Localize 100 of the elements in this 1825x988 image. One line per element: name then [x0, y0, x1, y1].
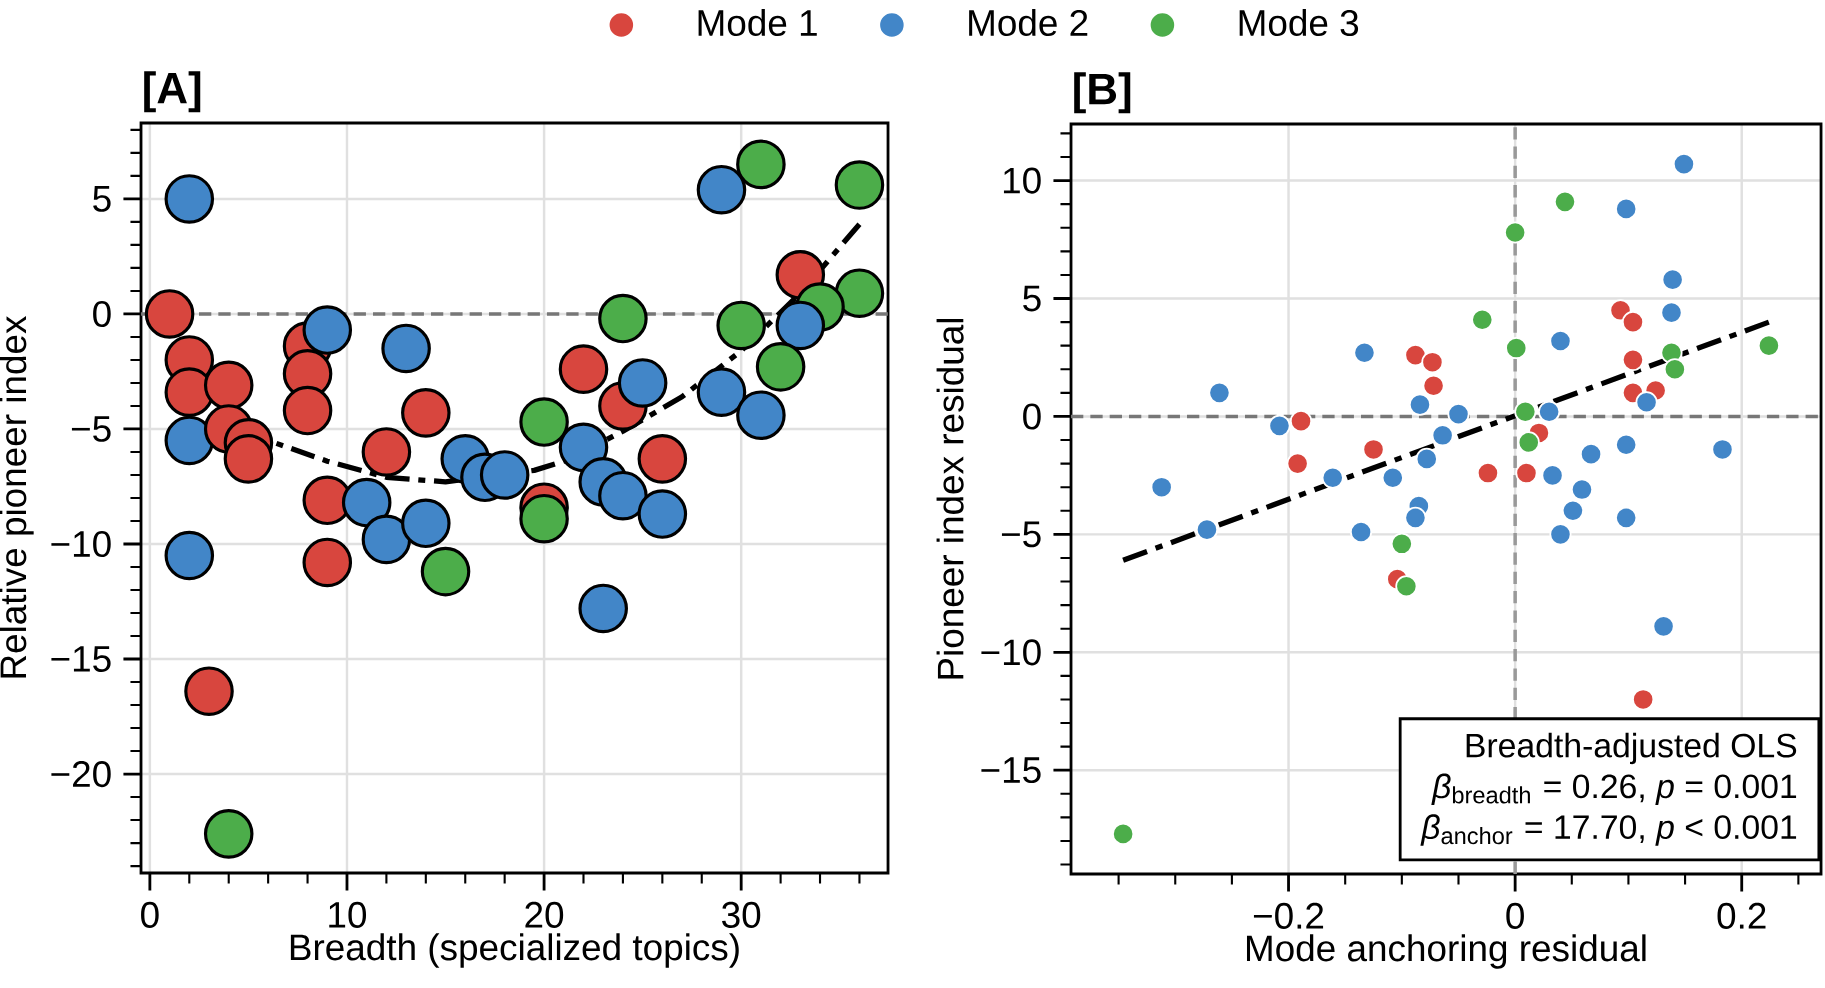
point [617, 358, 668, 408]
point [1538, 400, 1561, 423]
point [1660, 301, 1683, 324]
point [1615, 506, 1638, 529]
point [1422, 374, 1445, 397]
point [302, 537, 353, 588]
point [1661, 268, 1684, 291]
chart-title: [A] [144, 71, 201, 113]
x-tick-label: 0.2 [1717, 902, 1766, 929]
point [1621, 311, 1645, 334]
point [519, 493, 569, 544]
point [598, 293, 648, 344]
point [1711, 438, 1734, 461]
x-tick-label: 30 [722, 901, 761, 928]
point [1635, 391, 1658, 414]
point [519, 397, 569, 447]
point [736, 139, 786, 190]
x-tick-label: 0 [1506, 902, 1524, 929]
point [1421, 351, 1444, 374]
y-axis-title: Relative pioneer index [0, 315, 34, 678]
point [1615, 197, 1638, 220]
point [1757, 334, 1780, 357]
x-axis-title: Mode anchoring residual [1246, 934, 1646, 969]
point [716, 300, 766, 351]
x-tick-label: −0.2 [1253, 902, 1324, 929]
point [1112, 822, 1135, 845]
y-tick-label: 0 [1023, 403, 1041, 430]
point [223, 434, 274, 484]
y-tick-label: 5 [1023, 285, 1041, 312]
point [282, 385, 333, 436]
point [736, 390, 786, 440]
point [1321, 466, 1344, 489]
point [341, 477, 392, 528]
point [1471, 308, 1494, 331]
point [1415, 447, 1438, 470]
y-tick-label: 5 [93, 186, 111, 212]
point [558, 344, 609, 394]
y-tick-label: −5 [1001, 521, 1041, 548]
point [1632, 688, 1655, 711]
annotation: β$_{anchor}$ = 17.70, p < 0.001 [1420, 814, 1797, 846]
point [164, 174, 215, 224]
point [164, 415, 215, 466]
point [598, 470, 648, 521]
point [1195, 518, 1219, 541]
point [1549, 329, 1572, 353]
point [1514, 400, 1537, 423]
point [1663, 358, 1686, 381]
point [1561, 499, 1584, 522]
point [1517, 431, 1540, 454]
legend-label: Mode 1 [698, 8, 817, 37]
point [203, 809, 254, 859]
chart-title: [B] [1074, 72, 1131, 114]
x-tick-label: 0 [141, 901, 159, 928]
point [1505, 336, 1528, 360]
y-tick-label: −10 [981, 639, 1041, 666]
point [1652, 615, 1675, 638]
point [775, 300, 826, 351]
point [302, 305, 353, 355]
point [479, 450, 530, 500]
point [184, 666, 234, 717]
y-tick-label: −15 [981, 757, 1041, 784]
point [637, 434, 688, 484]
y-tick-label: −10 [51, 530, 111, 558]
point [1404, 344, 1427, 367]
point [834, 160, 885, 210]
point [381, 323, 431, 374]
y-tick-label: −20 [51, 761, 111, 788]
point [1621, 348, 1645, 371]
legend-label: Mode 3 [1239, 8, 1359, 37]
point [1476, 461, 1500, 485]
y-axis-title: Pioneer index residual [936, 318, 964, 679]
point [1289, 410, 1313, 433]
point [1150, 476, 1173, 499]
point [1404, 506, 1427, 529]
point [1208, 381, 1231, 404]
point [1395, 575, 1418, 598]
point [401, 498, 451, 549]
point [420, 546, 471, 597]
x-tick-label: 20 [525, 901, 564, 928]
point [1504, 221, 1527, 244]
point [1541, 464, 1564, 487]
x-tick-label: 10 [329, 901, 367, 928]
point [1447, 403, 1470, 426]
point [1615, 433, 1638, 456]
point [637, 489, 688, 539]
y-tick-label: −5 [71, 416, 111, 442]
y-tick-label: 10 [1003, 167, 1041, 194]
point [144, 289, 195, 339]
x-axis-title: Breadth (specialized topics) [290, 933, 739, 968]
point [1549, 523, 1572, 546]
point [361, 427, 412, 477]
point [1515, 461, 1538, 485]
point [1579, 443, 1603, 466]
point [1408, 393, 1432, 416]
y-tick-label: −15 [51, 646, 111, 672]
point [1353, 341, 1376, 364]
legend-label: Mode 2 [969, 8, 1088, 37]
y-tick-label: 0 [93, 300, 111, 328]
point [401, 388, 451, 438]
point [1349, 520, 1373, 544]
